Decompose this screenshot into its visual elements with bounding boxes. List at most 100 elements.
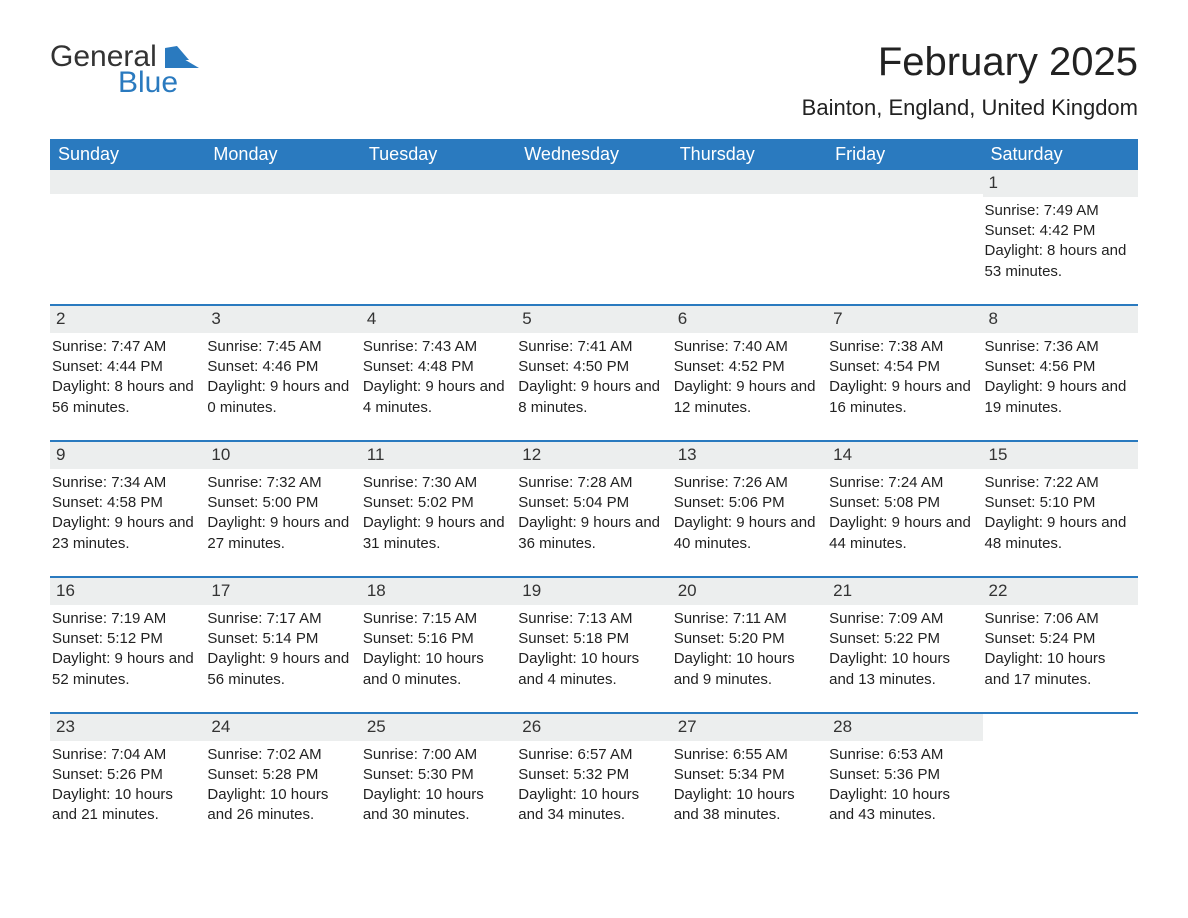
sunset-line: Sunset: 5:34 PM xyxy=(674,765,821,785)
daylight-line: Daylight: 9 hours and 19 minutes. xyxy=(985,377,1132,418)
sunrise-line: Sunrise: 7:26 AM xyxy=(674,473,821,493)
daylight-line: Daylight: 9 hours and 0 minutes. xyxy=(207,377,354,418)
sunrise-line: Sunrise: 7:24 AM xyxy=(829,473,976,493)
sunset-line: Sunset: 5:28 PM xyxy=(207,765,354,785)
calendar-cell xyxy=(983,714,1138,832)
sunset-line: Sunset: 4:48 PM xyxy=(363,357,510,377)
sunset-line: Sunset: 4:52 PM xyxy=(674,357,821,377)
calendar-cell: 11Sunrise: 7:30 AMSunset: 5:02 PMDayligh… xyxy=(361,442,516,560)
sunrise-line: Sunrise: 7:28 AM xyxy=(518,473,665,493)
sunset-line: Sunset: 5:10 PM xyxy=(985,493,1132,513)
sunrise-line: Sunrise: 7:41 AM xyxy=(518,337,665,357)
daylight-line: Daylight: 9 hours and 12 minutes. xyxy=(674,377,821,418)
sunset-line: Sunset: 5:18 PM xyxy=(518,629,665,649)
calendar-cell: 23Sunrise: 7:04 AMSunset: 5:26 PMDayligh… xyxy=(50,714,205,832)
calendar-cell: 2Sunrise: 7:47 AMSunset: 4:44 PMDaylight… xyxy=(50,306,205,424)
sunset-line: Sunset: 5:04 PM xyxy=(518,493,665,513)
day-number: 13 xyxy=(672,442,827,469)
week-row: 1Sunrise: 7:49 AMSunset: 4:42 PMDaylight… xyxy=(50,170,1138,288)
day-number: 15 xyxy=(983,442,1138,469)
day-number: 8 xyxy=(983,306,1138,333)
day-number xyxy=(827,170,982,194)
daylight-line: Daylight: 8 hours and 56 minutes. xyxy=(52,377,199,418)
day-number: 14 xyxy=(827,442,982,469)
calendar-cell: 28Sunrise: 6:53 AMSunset: 5:36 PMDayligh… xyxy=(827,714,982,832)
calendar-cell: 25Sunrise: 7:00 AMSunset: 5:30 PMDayligh… xyxy=(361,714,516,832)
calendar-cell: 6Sunrise: 7:40 AMSunset: 4:52 PMDaylight… xyxy=(672,306,827,424)
sunrise-line: Sunrise: 6:55 AM xyxy=(674,745,821,765)
day-header: Friday xyxy=(827,139,982,170)
sunset-line: Sunset: 5:20 PM xyxy=(674,629,821,649)
sunrise-line: Sunrise: 7:22 AM xyxy=(985,473,1132,493)
sunset-line: Sunset: 4:42 PM xyxy=(985,221,1132,241)
day-number xyxy=(672,170,827,194)
day-number: 22 xyxy=(983,578,1138,605)
sunrise-line: Sunrise: 6:53 AM xyxy=(829,745,976,765)
daylight-line: Daylight: 9 hours and 56 minutes. xyxy=(207,649,354,690)
sunset-line: Sunset: 4:50 PM xyxy=(518,357,665,377)
calendar-cell: 22Sunrise: 7:06 AMSunset: 5:24 PMDayligh… xyxy=(983,578,1138,696)
sunset-line: Sunset: 4:46 PM xyxy=(207,357,354,377)
sunset-line: Sunset: 4:56 PM xyxy=(985,357,1132,377)
day-number: 3 xyxy=(205,306,360,333)
calendar-cell: 3Sunrise: 7:45 AMSunset: 4:46 PMDaylight… xyxy=(205,306,360,424)
daylight-line: Daylight: 9 hours and 8 minutes. xyxy=(518,377,665,418)
sunrise-line: Sunrise: 7:06 AM xyxy=(985,609,1132,629)
day-number: 24 xyxy=(205,714,360,741)
daylight-line: Daylight: 10 hours and 21 minutes. xyxy=(52,785,199,826)
calendar-cell: 21Sunrise: 7:09 AMSunset: 5:22 PMDayligh… xyxy=(827,578,982,696)
week-row: 23Sunrise: 7:04 AMSunset: 5:26 PMDayligh… xyxy=(50,712,1138,832)
daylight-line: Daylight: 8 hours and 53 minutes. xyxy=(985,241,1132,282)
day-header: Tuesday xyxy=(361,139,516,170)
day-number: 2 xyxy=(50,306,205,333)
title-block: February 2025 Bainton, England, United K… xyxy=(802,40,1138,121)
sunset-line: Sunset: 5:16 PM xyxy=(363,629,510,649)
daylight-line: Daylight: 9 hours and 48 minutes. xyxy=(985,513,1132,554)
sunset-line: Sunset: 5:12 PM xyxy=(52,629,199,649)
daylight-line: Daylight: 10 hours and 34 minutes. xyxy=(518,785,665,826)
sunrise-line: Sunrise: 7:13 AM xyxy=(518,609,665,629)
calendar-cell: 15 Sunrise: 7:22 AMSunset: 5:10 PMDayligh… xyxy=(983,442,1138,560)
sunrise-line: Sunrise: 7:02 AM xyxy=(207,745,354,765)
daylight-line: Daylight: 9 hours and 36 minutes. xyxy=(518,513,665,554)
month-title: February 2025 xyxy=(802,40,1138,85)
calendar-cell: 7Sunrise: 7:38 AMSunset: 4:54 PMDaylight… xyxy=(827,306,982,424)
sunset-line: Sunset: 5:26 PM xyxy=(52,765,199,785)
daylight-line: Daylight: 10 hours and 0 minutes. xyxy=(363,649,510,690)
daylight-line: Daylight: 9 hours and 40 minutes. xyxy=(674,513,821,554)
day-number: 10 xyxy=(205,442,360,469)
calendar-cell: 4Sunrise: 7:43 AMSunset: 4:48 PMDaylight… xyxy=(361,306,516,424)
daylight-line: Daylight: 9 hours and 31 minutes. xyxy=(363,513,510,554)
daylight-line: Daylight: 10 hours and 38 minutes. xyxy=(674,785,821,826)
day-number: 7 xyxy=(827,306,982,333)
daylight-line: Daylight: 9 hours and 52 minutes. xyxy=(52,649,199,690)
sunrise-line: Sunrise: 7:17 AM xyxy=(207,609,354,629)
day-number: 12 xyxy=(516,442,671,469)
sunset-line: Sunset: 4:54 PM xyxy=(829,357,976,377)
daylight-line: Daylight: 10 hours and 17 minutes. xyxy=(985,649,1132,690)
calendar-cell xyxy=(50,170,205,288)
day-number: 23 xyxy=(50,714,205,741)
day-header-row: SundayMondayTuesdayWednesdayThursdayFrid… xyxy=(50,139,1138,170)
calendar-cell: 14Sunrise: 7:24 AMSunset: 5:08 PMDayligh… xyxy=(827,442,982,560)
daylight-line: Daylight: 9 hours and 16 minutes. xyxy=(829,377,976,418)
calendar-cell: 12 Sunrise: 7:28 AMSunset: 5:04 PMDayligh… xyxy=(516,442,671,560)
calendar-cell: 27Sunrise: 6:55 AMSunset: 5:34 PMDayligh… xyxy=(672,714,827,832)
day-number: 9 xyxy=(50,442,205,469)
calendar: SundayMondayTuesdayWednesdayThursdayFrid… xyxy=(50,139,1138,832)
day-number: 6 xyxy=(672,306,827,333)
sunset-line: Sunset: 4:44 PM xyxy=(52,357,199,377)
calendar-cell: 17Sunrise: 7:17 AMSunset: 5:14 PMDayligh… xyxy=(205,578,360,696)
sunset-line: Sunset: 4:58 PM xyxy=(52,493,199,513)
week-row: 2Sunrise: 7:47 AMSunset: 4:44 PMDaylight… xyxy=(50,304,1138,424)
calendar-cell: 20Sunrise: 7:11 AMSunset: 5:20 PMDayligh… xyxy=(672,578,827,696)
daylight-line: Daylight: 9 hours and 27 minutes. xyxy=(207,513,354,554)
sunset-line: Sunset: 5:00 PM xyxy=(207,493,354,513)
daylight-line: Daylight: 10 hours and 26 minutes. xyxy=(207,785,354,826)
daylight-line: Daylight: 10 hours and 43 minutes. xyxy=(829,785,976,826)
daylight-line: Daylight: 9 hours and 4 minutes. xyxy=(363,377,510,418)
calendar-cell: 26Sunrise: 6:57 AMSunset: 5:32 PMDayligh… xyxy=(516,714,671,832)
day-number: 17 xyxy=(205,578,360,605)
day-number xyxy=(205,170,360,194)
calendar-cell: 24 Sunrise: 7:02 AMSunset: 5:28 PMDayligh… xyxy=(205,714,360,832)
